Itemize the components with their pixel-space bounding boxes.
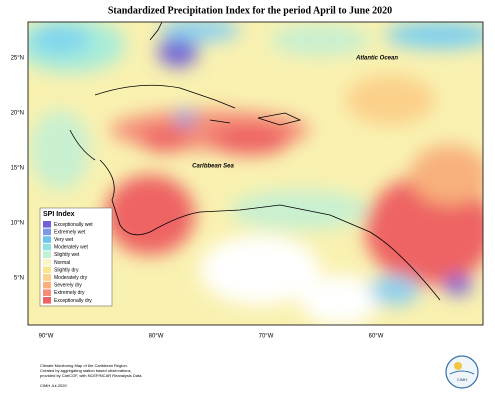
- legend-swatch: [43, 281, 51, 289]
- legend-swatch: [43, 236, 51, 243]
- footer-credit: CIMH Jul-2020: [40, 383, 67, 388]
- legend-swatch: [43, 274, 51, 281]
- lat-label: 25°N: [11, 56, 24, 62]
- map-title: Standardized Precipitation Index for the…: [108, 5, 392, 16]
- lat-label: 10°N: [11, 221, 24, 227]
- lon-label: 90°W: [39, 334, 54, 340]
- legend-swatch: [43, 251, 51, 258]
- legend-swatch: [43, 266, 51, 274]
- lon-label: 70°W: [259, 334, 274, 340]
- lat-label: 5°N: [14, 276, 24, 282]
- lon-label: 60°W: [369, 334, 384, 340]
- lon-labels: 90°W 80°W 70°W 60°W: [39, 334, 384, 340]
- legend-label: Extremely wet: [54, 229, 86, 235]
- legend-label: Slightly wet: [54, 252, 80, 258]
- legend-label: Exceptionally dry: [54, 298, 92, 304]
- legend-label: Moderately dry: [54, 275, 88, 281]
- sea-label: Caribbean Sea: [192, 164, 234, 170]
- legend-swatch: [43, 243, 51, 251]
- legend-label: Very wet: [54, 237, 74, 243]
- map-frame: [27, 21, 484, 326]
- legend-swatch: [43, 297, 51, 304]
- footer: Climate Monitoring Map of the Caribbean …: [40, 363, 142, 388]
- legend-swatch: [43, 228, 51, 236]
- legend-label: Moderately wet: [54, 245, 89, 251]
- legend-title: SPI Index: [43, 211, 75, 218]
- spi-field: [28, 22, 483, 325]
- lat-label: 15°N: [11, 166, 24, 172]
- footer-line: provided by CariCOF, with NCEP/NCAR Rean…: [40, 373, 142, 378]
- footer-line: Created by aggregating station based obs…: [40, 368, 132, 373]
- lon-label: 80°W: [149, 334, 164, 340]
- legend-swatch: [43, 259, 51, 266]
- ocean-label: Atlantic Ocean: [355, 56, 398, 62]
- legend-label: Severely dry: [54, 283, 82, 289]
- legend-label: Normal: [54, 260, 70, 266]
- lat-label: 20°N: [11, 111, 24, 117]
- legend-label: Extremely dry: [54, 290, 85, 296]
- logo: CIMH: [445, 355, 479, 389]
- legend-swatch: [43, 289, 51, 296]
- logo-text: CIMH: [457, 377, 467, 382]
- legend-label: Exceptionally wet: [54, 222, 93, 228]
- legend-swatch: [43, 221, 51, 228]
- legend-label: Slightly dry: [54, 267, 79, 273]
- footer-line: Climate Monitoring Map of the Caribbean …: [40, 363, 128, 368]
- lat-labels: 25°N 20°N 15°N 10°N 5°N: [11, 56, 24, 282]
